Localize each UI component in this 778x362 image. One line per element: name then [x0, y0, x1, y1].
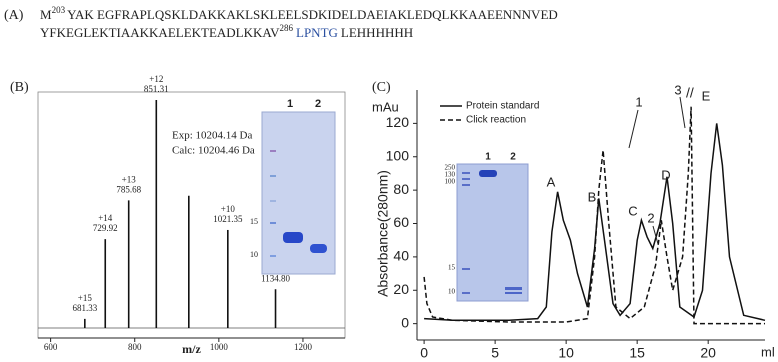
figure: (A) M203YAK EGFRAPLQSKLDAKKAKLSKLEELSDKI… — [0, 0, 778, 362]
x-axis-label: m/z — [182, 342, 201, 356]
axis-break: // — [686, 85, 694, 101]
peak-annotation: C — [628, 203, 637, 218]
gel-band — [479, 170, 497, 177]
seq-tag: LPNTG — [296, 25, 338, 40]
y-unit: mAu — [372, 99, 399, 114]
gel-lane-label: 2 — [315, 98, 321, 110]
annotation: Calc: 10204.46 Da — [172, 145, 255, 157]
x-tick-label: 0 — [420, 345, 428, 361]
legend-label: Click reaction — [466, 115, 526, 126]
peak-annotation: E — [702, 88, 711, 103]
seq: LEHHHHHH — [341, 25, 413, 40]
peak-charge: +14 — [98, 213, 113, 223]
x-tick-label: 1200 — [294, 342, 313, 352]
gel-ladder-band — [270, 200, 276, 202]
x-tick-label: 10 — [558, 345, 574, 361]
gel-band — [310, 244, 327, 253]
y-tick-label: 120 — [386, 114, 410, 130]
x-unit: ml — [761, 344, 775, 359]
peak-charge: +10 — [221, 204, 236, 214]
peak-label: 681.33 — [72, 303, 97, 313]
panel-label: (A) — [4, 8, 24, 23]
peak-charge: +15 — [78, 293, 93, 303]
gel-marker-label: 15 — [448, 264, 456, 272]
peak-label: 729.92 — [93, 223, 118, 233]
gel-band — [505, 292, 522, 294]
gel-lane-label: 1 — [287, 98, 293, 110]
peak-annotation: A — [547, 174, 556, 189]
y-tick-label: 100 — [386, 147, 410, 163]
peak-charge: +13 — [122, 174, 137, 184]
gel-marker-label: 100 — [445, 178, 456, 186]
seq-sup: 286 — [280, 23, 294, 33]
x-tick-label: 20 — [700, 345, 716, 361]
pointer — [629, 110, 638, 148]
gel-band — [505, 287, 522, 290]
gel-ladder-band — [270, 150, 276, 152]
peak-annotation: D — [661, 167, 670, 182]
gel-marker-label: 10 — [250, 250, 258, 259]
y-axis-label: Absorbance(280nm) — [375, 170, 391, 297]
gel-ladder-band — [270, 175, 276, 177]
panel-label: (C) — [372, 80, 391, 95]
gel-lane-label: 1 — [485, 152, 491, 163]
seq-sup: 203 — [52, 5, 66, 15]
gel-marker-label: 10 — [448, 288, 456, 296]
annotation: Exp: 10204.14 Da — [172, 130, 252, 142]
peak-label: 785.68 — [116, 184, 141, 194]
gel-ladder-band — [462, 292, 470, 294]
gel-ladder-band — [462, 172, 470, 174]
x-tick-label: 600 — [44, 342, 58, 352]
seq: YFKEGLEKTIAAKKAELEKTEADLKKAV — [40, 25, 280, 40]
peak-annotation: 1 — [635, 94, 642, 109]
gel-ladder-band — [270, 222, 276, 224]
y-tick-label: 80 — [393, 181, 409, 197]
panel-label: (B) — [10, 80, 29, 95]
pointer — [680, 97, 685, 128]
gel-ladder-band — [270, 255, 276, 257]
gel-marker-label: 15 — [250, 217, 258, 226]
x-tick-label: 5 — [491, 345, 499, 361]
peak-annotation: 3 — [674, 82, 681, 97]
gel-band — [283, 232, 303, 243]
peak-label: 851.31 — [144, 84, 169, 94]
peak-annotation: 2 — [647, 210, 654, 225]
x-tick-label: 15 — [629, 345, 645, 361]
peak-charge: +12 — [149, 74, 163, 84]
gel-lane-label: 2 — [510, 152, 516, 163]
peak-annotation: B — [588, 189, 597, 204]
seq: YAK EGFRAPLQSKLDAKKAKLSKLEELSDKIDELDAEIA… — [67, 7, 558, 22]
peak-label: 1134.80 — [261, 273, 290, 283]
gel-ladder-band — [462, 178, 470, 180]
x-tick-label: 800 — [128, 342, 142, 352]
y-tick-label: 60 — [393, 214, 409, 230]
y-tick-label: 40 — [393, 248, 409, 264]
y-tick-label: 0 — [401, 314, 409, 330]
gel-ladder-band — [462, 268, 470, 270]
gel-ladder-band — [462, 184, 470, 186]
y-tick-label: 20 — [393, 281, 409, 297]
seq: M — [40, 7, 52, 22]
legend-label: Protein standard — [466, 101, 539, 112]
peak-label: 1021.35 — [213, 214, 243, 224]
x-tick-label: 1000 — [210, 342, 229, 352]
